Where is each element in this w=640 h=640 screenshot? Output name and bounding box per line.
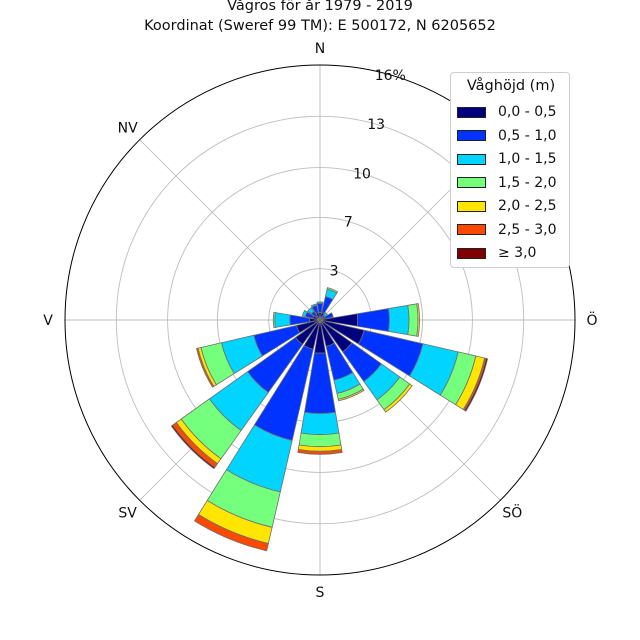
legend-swatch xyxy=(457,247,486,259)
legend-title: Våghöjd (m) xyxy=(466,78,556,94)
rose-bar xyxy=(316,301,324,305)
legend-swatch xyxy=(457,106,486,118)
rose-bar xyxy=(196,347,215,388)
legend-item: ≥ 3,0 xyxy=(457,244,536,262)
radial-tick-label: 10 xyxy=(353,167,371,183)
rose-bar xyxy=(322,312,328,318)
legend-label: ≥ 3,0 xyxy=(498,245,537,261)
legend-label: 1,0 - 1,5 xyxy=(498,151,557,167)
rose-bar xyxy=(326,287,339,294)
radial-tick-label: 3 xyxy=(330,264,339,280)
rose-bar xyxy=(356,308,390,332)
legend-label: 0,0 - 0,5 xyxy=(498,104,557,120)
legend-swatch xyxy=(457,200,486,212)
rose-bar xyxy=(272,311,276,329)
legend-item: 1,0 - 1,5 xyxy=(457,150,556,168)
chart-subtitle: Koordinat (Sweref 99 TM): E 500172, N 62… xyxy=(144,18,496,34)
rose-bar xyxy=(321,295,334,315)
rose-bar xyxy=(307,307,315,315)
legend-item: 2,0 - 2,5 xyxy=(457,197,556,215)
rose-bar xyxy=(407,303,419,337)
legend-swatch xyxy=(457,177,486,188)
outer-circle xyxy=(64,64,576,576)
legend-swatch xyxy=(457,130,486,141)
chart-title: Vågros för år 1979 - 2019 xyxy=(227,0,413,14)
legend-label: 1,5 - 2,0 xyxy=(498,174,557,191)
radial-tick-label: 13 xyxy=(367,117,385,133)
rose-bar xyxy=(274,312,291,328)
legend: Våghöjd (m) 0,0 - 0,5 0,5 - 1,0 1,0 - 1,5 1… xyxy=(450,72,570,268)
rose-bar xyxy=(310,303,318,308)
legend-item: 2,5 - 3,0 xyxy=(457,221,556,239)
rose-bar xyxy=(323,312,334,320)
rose-bar xyxy=(300,411,340,436)
grid-spoke xyxy=(139,139,321,321)
legend-item: 1,5 - 2,0 xyxy=(457,174,556,192)
radial-tick-label: 7 xyxy=(344,214,353,230)
rose-bar xyxy=(193,513,269,552)
legend-item: 0,0 - 0,5 xyxy=(457,103,556,121)
legend-swatch xyxy=(457,224,486,235)
rose-bar xyxy=(298,432,342,448)
rose-bar xyxy=(301,309,308,318)
rose-bar xyxy=(464,357,489,412)
direction-label: V xyxy=(43,313,53,329)
rose-bar xyxy=(383,383,413,413)
rose-bar xyxy=(297,449,343,455)
legend-label: 2,0 - 2,5 xyxy=(498,198,557,214)
legend-label: 2,5 - 3,0 xyxy=(498,221,557,238)
rose-bar xyxy=(387,304,410,336)
rose-bar xyxy=(170,424,216,470)
direction-label: SÖ xyxy=(502,503,522,521)
direction-label: N xyxy=(315,41,325,57)
legend-item: 0,5 - 1,0 xyxy=(457,127,556,145)
direction-label: NV xyxy=(118,121,138,137)
legend-label: 0,5 - 1,0 xyxy=(498,127,557,144)
direction-label: S xyxy=(316,585,325,601)
legend-swatch xyxy=(457,153,486,165)
direction-label: Ö xyxy=(586,311,597,329)
direction-label: SV xyxy=(118,505,137,521)
radial-tick-label: 16% xyxy=(375,68,406,84)
rose-bar xyxy=(337,388,365,402)
rose-bar xyxy=(416,303,420,337)
